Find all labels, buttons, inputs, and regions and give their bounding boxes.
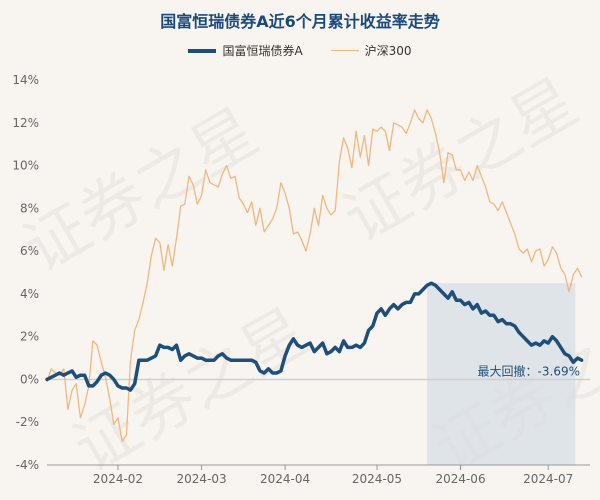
series-line-fund <box>45 281 584 392</box>
series-line-index <box>46 109 583 443</box>
legend: 国富恒瑞债券A 沪深300 <box>0 42 600 59</box>
y-tick-label: 0% <box>20 372 39 386</box>
legend-swatch-index <box>330 50 359 51</box>
y-tick-label: 6% <box>20 244 39 258</box>
y-tick-label: 4% <box>20 287 39 301</box>
y-tick-label: -4% <box>16 458 39 472</box>
y-tick-label: 8% <box>20 201 39 215</box>
y-tick-label: 2% <box>20 330 39 344</box>
legend-label-fund: 国富恒瑞债券A <box>222 44 303 58</box>
x-tick-label: 2024-07 <box>523 472 573 486</box>
y-tick-label: 10% <box>12 159 39 173</box>
y-tick-label: 14% <box>12 73 39 87</box>
y-tick-label: -2% <box>16 415 39 429</box>
x-tick-label: 2024-04 <box>260 472 310 486</box>
legend-item-fund[interactable]: 国富恒瑞债券A <box>188 42 303 59</box>
drawdown-region <box>427 283 576 465</box>
x-tick-label: 2024-05 <box>352 472 402 486</box>
legend-item-index[interactable]: 沪深300 <box>330 42 412 59</box>
x-tick-label: 2024-03 <box>176 472 226 486</box>
chart-title: 国富恒瑞债券A近6个月累计收益率走势 <box>160 12 440 31</box>
legend-swatch-fund <box>188 48 217 53</box>
x-tick-label: 2024-06 <box>435 472 485 486</box>
x-tick-label: 2024-02 <box>93 472 143 486</box>
drawdown-label: 最大回撤：-3.69% <box>478 363 580 378</box>
y-tick-label: 12% <box>12 116 39 130</box>
legend-label-index: 沪深300 <box>364 44 412 58</box>
